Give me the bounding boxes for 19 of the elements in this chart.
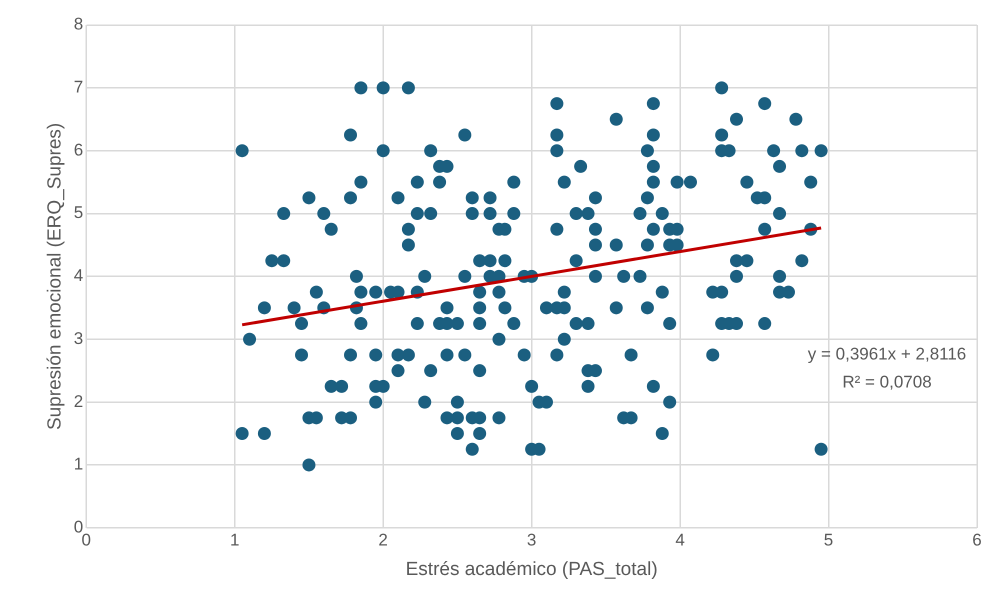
x-tick-label: 3 xyxy=(526,530,536,550)
y-tick-label: 4 xyxy=(74,266,84,286)
y-tick-label: 6 xyxy=(74,140,84,160)
x-tick-label: 1 xyxy=(230,530,240,550)
y-tick-label: 7 xyxy=(74,78,84,97)
y-tick-label: 2 xyxy=(74,392,84,411)
y-tick-label: 8 xyxy=(74,14,84,34)
x-tick-label: 5 xyxy=(824,530,834,550)
y-tick-label: 5 xyxy=(74,203,84,222)
x-tick-label: 2 xyxy=(378,530,388,550)
x-tick-label: 4 xyxy=(675,530,685,550)
x-axis-title: Estrés académico (PAS_total) xyxy=(406,558,658,580)
annotation: y = 0,3961x + 2,8116 xyxy=(808,344,966,364)
y-tick-label: 0 xyxy=(74,517,84,536)
x-tick-label: 6 xyxy=(972,530,982,550)
y-tick-label: 3 xyxy=(74,328,84,348)
y-tick-label: 1 xyxy=(74,454,84,474)
annotation: R² = 0,0708 xyxy=(842,372,932,392)
y-axis-title: Supresión emocional (ERQ_Supres) xyxy=(44,122,66,430)
